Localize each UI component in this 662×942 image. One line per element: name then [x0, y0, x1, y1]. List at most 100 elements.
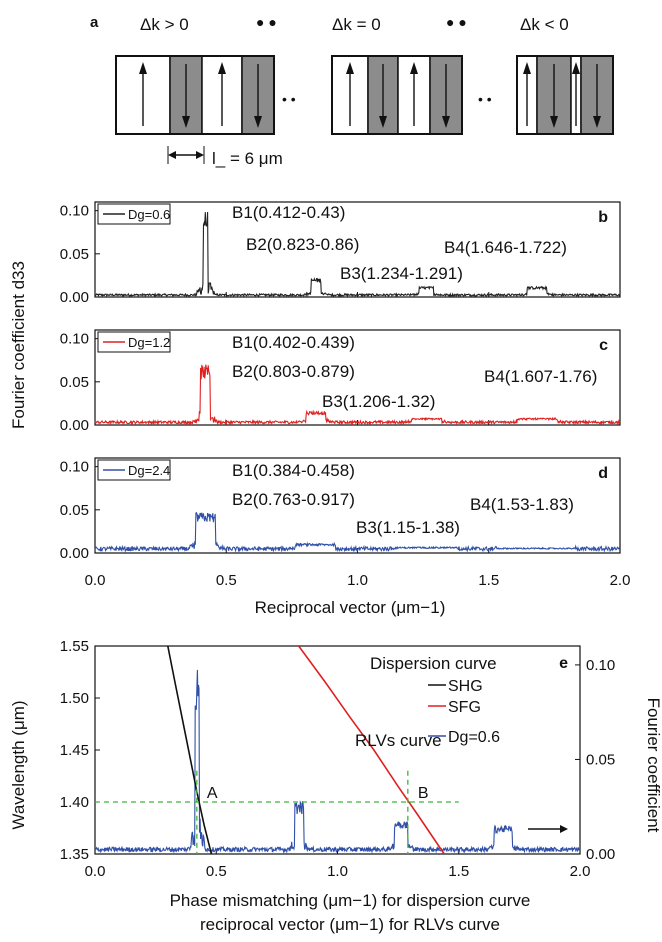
y-tick-label: 1.50: [60, 690, 89, 707]
spectrum-line: [94, 511, 621, 553]
rlv-spectrum-line: [95, 669, 580, 854]
gap-dots-1: • •: [282, 91, 296, 107]
right-axis-arrowhead-icon: [560, 825, 568, 833]
arrow-up-head-icon: [523, 62, 531, 74]
separator-2: ● ●: [446, 14, 467, 30]
fourier-y-label: Fourier coefficient d33: [9, 261, 28, 429]
x-tick-label: 0.5: [206, 863, 227, 880]
sfg-curve: [298, 646, 445, 854]
x-tick-label: 1.5: [448, 863, 469, 880]
legend-label: Dg=0.6: [448, 729, 500, 746]
arrow-down-head-icon: [550, 116, 558, 128]
y-tick-label: 0.00: [60, 545, 89, 562]
legend-box: [97, 203, 171, 225]
band-label: B4(1.53-1.83): [470, 495, 574, 514]
panel-b: 0.00 0.05 0.10 Dg=0.6 b B1(0.412-0.43) B2(0.82…: [60, 201, 621, 306]
panel-c: 0.00 0.05 0.10 Dg=1.2 c B1(0.402-0.439) B2(0.8…: [60, 329, 621, 434]
period-marker: [167, 146, 205, 164]
panel-d: 0.00 0.05 0.10 Dg=2.4 d B1(0.384-0.458) B2(0.7…: [60, 457, 631, 589]
plot-area: [95, 646, 580, 854]
arrow-up-head-icon: [218, 62, 226, 74]
y-tick-label: 0.10: [60, 459, 89, 476]
y-tick-label: 1.40: [60, 794, 89, 811]
domain-group-2: [516, 55, 614, 135]
spectrum-line: [94, 364, 621, 426]
rlvs-title: RLVs curve: [355, 731, 442, 750]
y-tick-label: 1.35: [60, 846, 89, 863]
x-tick-label: 2.0: [610, 572, 631, 589]
y-tick-label: 1.45: [60, 742, 89, 759]
y-right-tick-label: 0.05: [586, 751, 615, 768]
condition-zero: Δk = 0: [332, 15, 381, 34]
y-tick-label: 0.10: [60, 203, 89, 220]
band-label: B1(0.412-0.43): [232, 203, 345, 222]
panel-label-e: e: [559, 655, 568, 672]
band-label: B3(1.206-1.32): [322, 392, 435, 411]
plot-frame: [94, 645, 581, 855]
legend-box: [97, 331, 171, 353]
panel-label-b: b: [598, 209, 608, 226]
band-label: B2(0.803-0.879): [232, 362, 355, 381]
point-label: B: [418, 785, 429, 802]
condition-negative: Δk < 0: [520, 15, 569, 34]
band-label: B1(0.402-0.439): [232, 333, 355, 352]
x-tick-label: 1.0: [327, 863, 348, 880]
panel-label-c: c: [599, 337, 608, 354]
domain-group-1: [331, 55, 463, 135]
x-tick-label: 0.0: [85, 572, 106, 589]
fourier-x-label: Reciprocal vector (μm−1): [255, 598, 446, 617]
wavelength-y-label: Wavelength (μm): [9, 700, 28, 829]
arrow-down-head-icon: [182, 116, 190, 128]
band-label: B4(1.646-1.722): [444, 238, 567, 257]
arrow-up-head-icon: [346, 62, 354, 74]
phase-x-label-2: reciprocal vector (μm−1) for RLVs curve: [200, 915, 500, 934]
x-tick-label: 0.5: [216, 572, 237, 589]
y-tick-label: 0.05: [60, 246, 89, 263]
y-tick-label: 0.05: [60, 502, 89, 519]
band-label: B3(1.234-1.291): [340, 264, 463, 283]
condition-positive: Δk > 0: [140, 15, 189, 34]
legend-label: Dg=1.2: [128, 335, 170, 350]
band-label: B2(0.823-0.86): [246, 235, 359, 254]
legend-label: Dg=0.6: [128, 207, 170, 222]
arrow-up-head-icon: [139, 62, 147, 74]
arrow-down-head-icon: [254, 116, 262, 128]
domain-groups: [115, 55, 614, 135]
band-label: B4(1.607-1.76): [484, 367, 597, 386]
legend-label: Dg=2.4: [128, 463, 170, 478]
y-tick-label: 0.10: [60, 331, 89, 348]
x-tick-label: 0.0: [85, 863, 106, 880]
y-tick-label: 0.00: [60, 289, 89, 306]
spectrum-line: [94, 211, 621, 298]
phase-x-label-1: Phase mismatching (μm−1) for dispersion …: [170, 891, 531, 910]
y-tick-label: 1.55: [60, 638, 89, 655]
x-tick-label: 1.0: [347, 572, 368, 589]
arrow-down-head-icon: [442, 116, 450, 128]
panel-e: 1.35 1.40 1.45 1.50 1.55 0.00 0.05 0.10 0.0 0.5 1.…: [60, 638, 615, 880]
shg-curve: [167, 646, 213, 854]
domain-group-0: [115, 55, 275, 135]
y-tick-label: 0.00: [60, 417, 89, 434]
arrow-down-head-icon: [593, 116, 601, 128]
point-label: A: [207, 785, 218, 802]
arrow-up-head-icon: [572, 62, 580, 74]
legend-label: SHG: [448, 678, 483, 695]
legend-label: SFG: [448, 699, 481, 716]
band-label: B3(1.15-1.38): [356, 518, 460, 537]
legend-box: [97, 459, 171, 481]
dispersion-title: Dispersion curve: [370, 654, 497, 673]
panel-a: a Δk > 0 ● ● Δk = 0 ● ● Δk < 0 • • • • l…: [90, 14, 614, 168]
separator-1: ● ●: [256, 14, 277, 30]
x-tick-label: 1.5: [478, 572, 499, 589]
panel-label-a: a: [90, 14, 99, 31]
period-label: l_ = 6 μm: [212, 149, 283, 168]
band-label: B1(0.384-0.458): [232, 461, 355, 480]
y-right-tick-label: 0.10: [586, 657, 615, 674]
fourier-right-y-label: Fourier coefficient: [644, 698, 662, 833]
band-label: B2(0.763-0.917): [232, 490, 355, 509]
arrow-down-head-icon: [379, 116, 387, 128]
panel-label-d: d: [598, 465, 608, 482]
y-right-tick-label: 0.00: [586, 846, 615, 863]
x-tick-label: 2.0: [570, 863, 591, 880]
gap-dots-2: • •: [478, 91, 492, 107]
